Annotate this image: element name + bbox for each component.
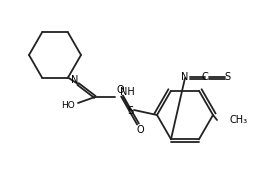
Text: O: O — [116, 85, 124, 95]
Text: N: N — [181, 72, 189, 82]
Text: S: S — [224, 72, 230, 82]
Text: C: C — [202, 72, 208, 82]
Text: S: S — [127, 106, 133, 116]
Text: O: O — [136, 125, 144, 135]
Text: N: N — [71, 75, 79, 85]
Text: CH₃: CH₃ — [229, 115, 247, 125]
Text: HO: HO — [61, 101, 75, 110]
Text: NH: NH — [120, 87, 135, 97]
